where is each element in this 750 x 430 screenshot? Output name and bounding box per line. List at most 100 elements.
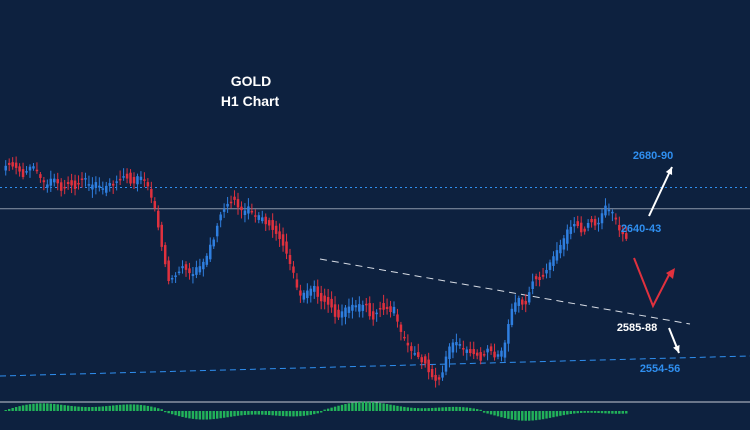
candle-body: [541, 274, 545, 277]
candle-body: [198, 266, 202, 273]
momentum-bar: [288, 411, 292, 417]
candle-body: [53, 178, 56, 183]
momentum-bar: [202, 411, 205, 420]
candle-body: [35, 169, 39, 172]
momentum-bar: [538, 411, 541, 420]
chart-title: GOLD: [231, 73, 271, 89]
candle-body: [548, 262, 552, 270]
momentum-bar: [534, 411, 538, 421]
momentum-bar: [11, 407, 14, 411]
momentum-bar: [444, 407, 448, 411]
momentum-bar: [500, 411, 503, 418]
momentum-bar: [236, 411, 240, 416]
momentum-bar: [389, 404, 392, 411]
momentum-bar: [184, 411, 188, 418]
candle-body: [521, 299, 524, 305]
candle-body: [70, 180, 73, 186]
candle-body: [177, 271, 181, 274]
candle-body: [489, 346, 493, 352]
momentum-bar: [458, 406, 462, 411]
momentum-bar: [66, 405, 70, 411]
level-label: 2585-88: [617, 322, 657, 334]
momentum-bar: [281, 411, 285, 417]
momentum-bar: [437, 407, 441, 411]
momentum-bar: [77, 406, 80, 411]
candle-body: [195, 267, 198, 275]
target-down-arrow-head: [673, 345, 680, 353]
momentum-bar: [378, 402, 382, 411]
momentum-bar: [285, 411, 288, 417]
momentum-bar: [163, 411, 167, 413]
candle-body: [382, 303, 385, 310]
momentum-bar: [191, 411, 195, 419]
momentum-bar: [70, 405, 73, 411]
momentum-bar: [507, 411, 510, 419]
momentum-bar: [625, 411, 628, 414]
momentum-bar: [472, 408, 475, 411]
momentum-bar: [118, 404, 122, 411]
candle-body: [309, 288, 313, 296]
momentum-bar: [462, 407, 465, 411]
momentum-bar: [434, 407, 437, 411]
candle-body: [32, 166, 35, 169]
candle-body: [354, 305, 358, 308]
momentum-bar: [469, 407, 472, 411]
candle-body: [101, 188, 105, 190]
momentum-bar: [125, 404, 129, 411]
candle-body: [63, 186, 66, 189]
candle-body: [503, 342, 507, 358]
momentum-bar: [503, 411, 507, 419]
candle-body: [14, 162, 18, 168]
momentum-bar: [59, 404, 63, 411]
momentum-bar: [441, 407, 444, 411]
candle-body: [427, 359, 430, 373]
momentum-bar: [559, 411, 562, 416]
momentum-bar: [136, 404, 139, 411]
candle-body: [597, 222, 600, 225]
candle-body: [222, 209, 226, 212]
momentum-bar: [365, 401, 368, 411]
momentum-bar: [271, 411, 274, 416]
candle-body: [569, 226, 573, 234]
momentum-bar: [403, 406, 406, 411]
momentum-bar: [278, 411, 281, 416]
level-label: 2680-90: [633, 150, 673, 162]
momentum-bar: [254, 411, 257, 415]
momentum-bar: [98, 406, 101, 411]
candle-body: [368, 303, 371, 317]
momentum-bar: [371, 402, 375, 411]
momentum-bar: [333, 406, 337, 411]
momentum-bar: [247, 411, 250, 415]
candle-body: [240, 206, 243, 211]
momentum-bar: [139, 404, 143, 411]
momentum-bar: [250, 411, 254, 415]
candle-body: [73, 180, 77, 189]
candle-body: [607, 209, 611, 212]
momentum-bar: [340, 404, 344, 411]
candle-body: [437, 377, 441, 380]
candle-body: [566, 229, 569, 244]
momentum-bar: [101, 406, 105, 411]
candle-body: [4, 165, 7, 171]
momentum-bar: [49, 403, 53, 411]
momentum-bar: [188, 411, 191, 419]
momentum-bar: [87, 407, 91, 411]
momentum-bar: [375, 402, 378, 411]
momentum-bar: [521, 411, 524, 421]
candle-body: [285, 241, 288, 254]
momentum-bar: [160, 409, 163, 411]
momentum-bar: [292, 411, 295, 417]
candle-body: [292, 266, 295, 273]
candle-body: [458, 344, 462, 346]
momentum-bar: [344, 404, 347, 411]
candle-body: [600, 213, 604, 224]
momentum-bar: [399, 406, 403, 411]
momentum-bar: [618, 411, 621, 414]
candle-body: [28, 166, 32, 171]
momentum-bar: [94, 406, 98, 411]
momentum-bar: [430, 407, 434, 411]
candle-body: [399, 324, 403, 332]
candle-body: [444, 356, 448, 372]
candle-body: [313, 285, 316, 292]
